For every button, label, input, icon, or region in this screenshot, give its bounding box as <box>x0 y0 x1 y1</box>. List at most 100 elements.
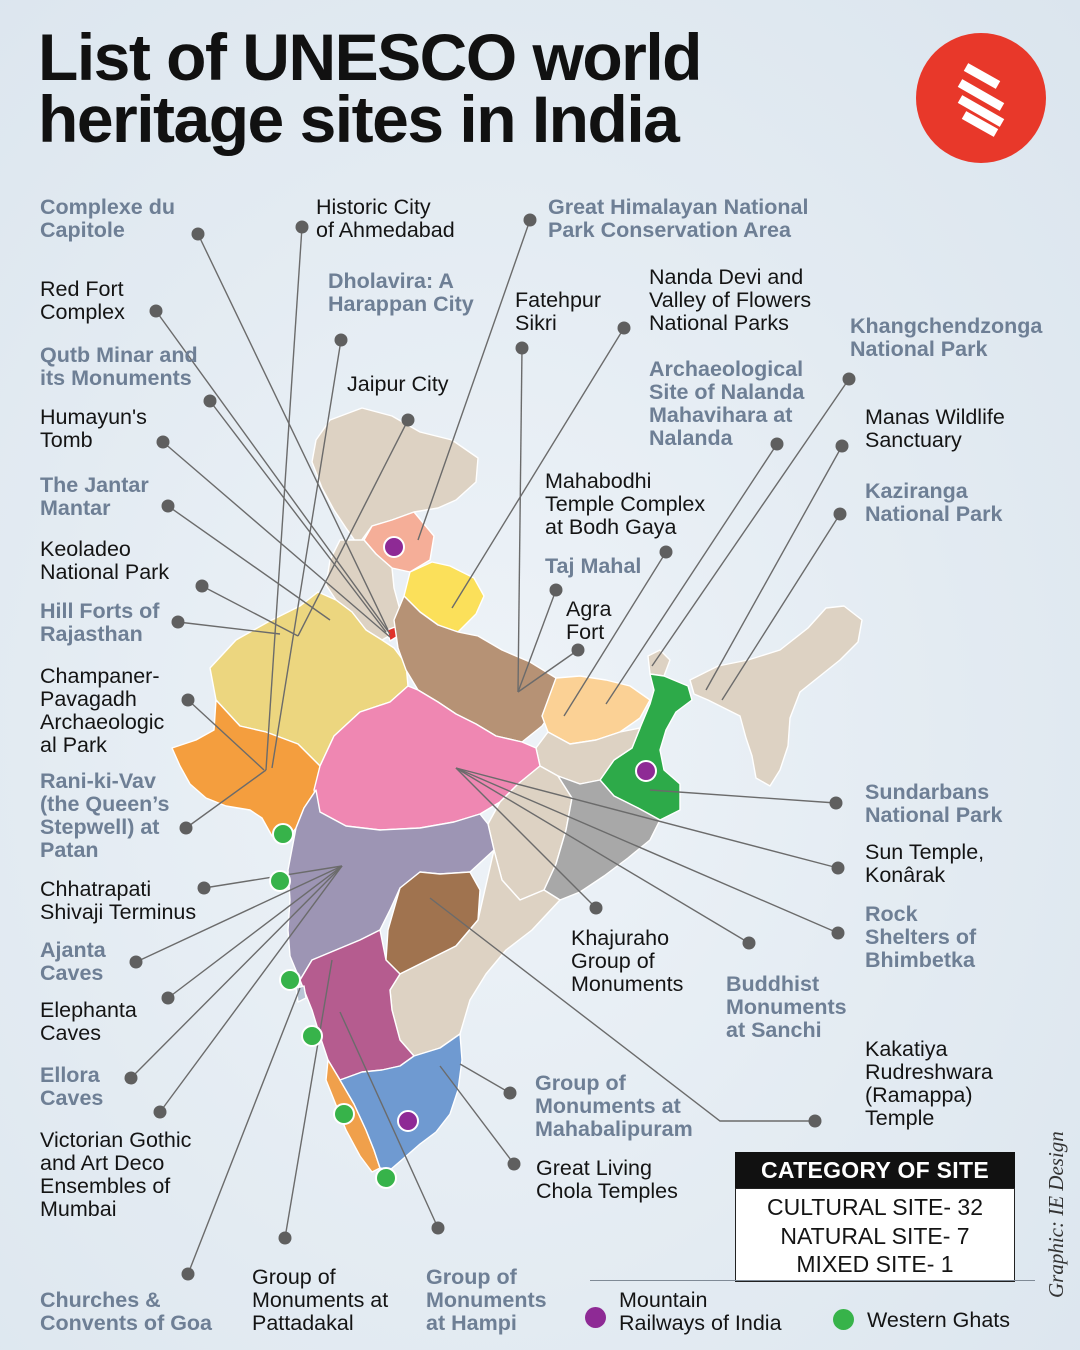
legend-mountain-railways-dot <box>585 1307 606 1328</box>
label-taj-mahal: Taj Mahal <box>545 554 642 578</box>
region-bihar <box>541 675 651 745</box>
dot-dholavira <box>334 333 348 347</box>
indian-express-logo <box>916 33 1046 163</box>
dot-churches-goa <box>181 1267 195 1281</box>
region-odisha <box>543 775 661 901</box>
legend-mountain-railways-label: Mountain Railways of India <box>619 1288 782 1335</box>
category-mixed: MIXED SITE- 1 <box>796 1251 954 1277</box>
dot-ajanta <box>129 955 143 969</box>
dot-sundarbans <box>829 796 843 810</box>
marker-western-ghats-4 <box>301 1025 323 1047</box>
label-mahabodhi: Mahabodhi Temple Complex at Bodh Gaya <box>545 469 706 539</box>
label-rock-shelters: Rock Shelters of Bhimbetka <box>865 902 977 972</box>
dot-khangchendzonga <box>842 372 856 386</box>
marker-western-ghats-3 <box>279 969 301 991</box>
label-victorian-gothic: Victorian Gothic and Art Deco Ensembles … <box>40 1128 192 1221</box>
label-complexe-du-capitole: Complexe du Capitole <box>40 195 175 242</box>
title-line-2: heritage sites in India <box>38 82 680 156</box>
category-cultural: CULTURAL SITE- 32 <box>767 1194 983 1220</box>
marker-western-ghats-5 <box>333 1103 355 1125</box>
title-line-1: List of UNESCO world <box>38 20 703 94</box>
marker-western-ghats-2 <box>269 870 291 892</box>
marker-western-ghats-1 <box>272 823 294 845</box>
dot-fatehpur-sikri <box>515 341 529 355</box>
label-keoladeo: Keoladeo National Park <box>40 537 170 584</box>
region-uttar-pradesh <box>393 595 557 743</box>
region-tamil-nadu <box>339 1033 463 1171</box>
dot-chola-temples <box>507 1157 521 1171</box>
dot-ellora <box>124 1071 138 1085</box>
label-churches-goa: Churches & Convents of Goa <box>40 1288 213 1335</box>
label-kakatiya: Kakatiya Rudreshwara (Ramappa) Temple <box>865 1037 993 1130</box>
dot-manas <box>835 439 849 453</box>
dot-mahabalipuram <box>503 1086 517 1100</box>
marker-mountain-railway-kalka-shimla <box>383 536 405 558</box>
dot-agra-fort <box>571 643 585 657</box>
dot-kakatiya <box>808 1114 822 1128</box>
label-ajanta: Ajanta Caves <box>40 938 106 985</box>
dot-rock-shelters <box>831 926 845 940</box>
legend-western-ghats-label: Western Ghats <box>867 1308 1010 1332</box>
label-red-fort: Red Fort Complex <box>40 277 125 324</box>
label-buddhist-sanchi: Buddhist Monuments at Sanchi <box>726 972 847 1042</box>
dot-victorian-gothic <box>153 1105 167 1119</box>
label-rani-ki-vav: Rani-ki-Vav (the Queen’s Stepwell) at Pa… <box>40 769 170 862</box>
label-ellora: Ellora Caves <box>40 1063 104 1110</box>
dot-hampi <box>431 1221 445 1235</box>
dot-rani-ki-vav <box>179 821 193 835</box>
dot-mahabodhi <box>659 545 673 559</box>
category-box: CULTURAL SITE- 32 NATURAL SITE- 7 MIXED … <box>735 1188 1015 1282</box>
dot-sanchi <box>742 936 756 950</box>
logo-stripes-icon <box>957 63 1005 137</box>
dot-taj-mahal <box>549 583 563 597</box>
legend-divider <box>590 1280 1035 1281</box>
marker-mountain-railway-darjeeling <box>635 760 657 782</box>
dot-qutb-minar <box>203 394 217 408</box>
label-historic-city-ahmedabad: Historic City of Ahmedabad <box>316 195 455 242</box>
label-kaziranga: Kaziranga National Park <box>865 479 1003 526</box>
category-heading: CATEGORY OF SITE <box>735 1152 1015 1188</box>
label-fatehpur-sikri: Fatehpur Sikri <box>515 288 602 335</box>
label-khangchendzonga: Khangchendzonga National Park <box>850 314 1043 361</box>
dot-great-himalayan <box>523 213 537 227</box>
dot-champaner <box>181 693 195 707</box>
dot-keoladeo <box>195 579 209 593</box>
dot-pattadakal <box>278 1231 292 1245</box>
label-jaipur-city: Jaipur City <box>347 372 449 396</box>
label-hill-forts: Hill Forts of Rajasthan <box>40 599 160 646</box>
label-chola-temples: Great Living Chola Temples <box>536 1156 678 1203</box>
dot-khajuraho <box>589 901 603 915</box>
dot-chhatrapati <box>197 881 211 895</box>
region-sikkim <box>647 649 671 677</box>
region-gujarat <box>171 699 321 843</box>
dot-red-fort <box>149 304 163 318</box>
marker-mountain-railway-nilgiri <box>397 1110 419 1132</box>
label-nalanda: Archaeological Site of Nalanda Mahavihar… <box>649 357 805 450</box>
dot-ahmedabad <box>295 220 309 234</box>
label-jantar-mantar: The Jantar Mantar <box>40 473 149 520</box>
graphic-credit: Graphic: IE Design <box>1044 1131 1068 1298</box>
label-mahabalipuram: Group of Monuments at Mahabalipuram <box>535 1071 693 1141</box>
dot-complexe-du-capitole <box>191 227 205 241</box>
dot-kaziranga <box>833 507 847 521</box>
label-humayuns-tomb: Humayun's Tomb <box>40 405 147 452</box>
label-agra-fort: Agra Fort <box>566 597 612 644</box>
dot-humayuns-tomb <box>156 435 170 449</box>
label-manas: Manas Wildlife Sanctuary <box>865 405 1005 452</box>
label-sundarbans: Sundarbans National Park <box>865 780 1003 827</box>
label-hampi: Group of Monuments at Hampi <box>426 1265 547 1335</box>
label-champaner: Champaner- Pavagadh Archaeologic al Park <box>40 664 165 757</box>
category-natural: NATURAL SITE- 7 <box>780 1222 970 1249</box>
dot-sun-temple <box>831 861 845 875</box>
legend-western-ghats-dot <box>833 1309 854 1330</box>
label-sun-temple: Sun Temple, Konârak <box>865 840 985 887</box>
label-elephanta: Elephanta Caves <box>40 998 137 1045</box>
region-northeast <box>689 605 863 787</box>
dot-jaipur <box>401 413 415 427</box>
label-great-himalayan: Great Himalayan National Park Conservati… <box>548 195 809 242</box>
dot-elephanta <box>161 991 175 1005</box>
label-chhatrapati: Chhatrapati Shivaji Terminus <box>40 877 197 924</box>
label-qutb-minar: Qutb Minar and its Monuments <box>40 343 198 390</box>
dot-hill-forts <box>171 615 185 629</box>
